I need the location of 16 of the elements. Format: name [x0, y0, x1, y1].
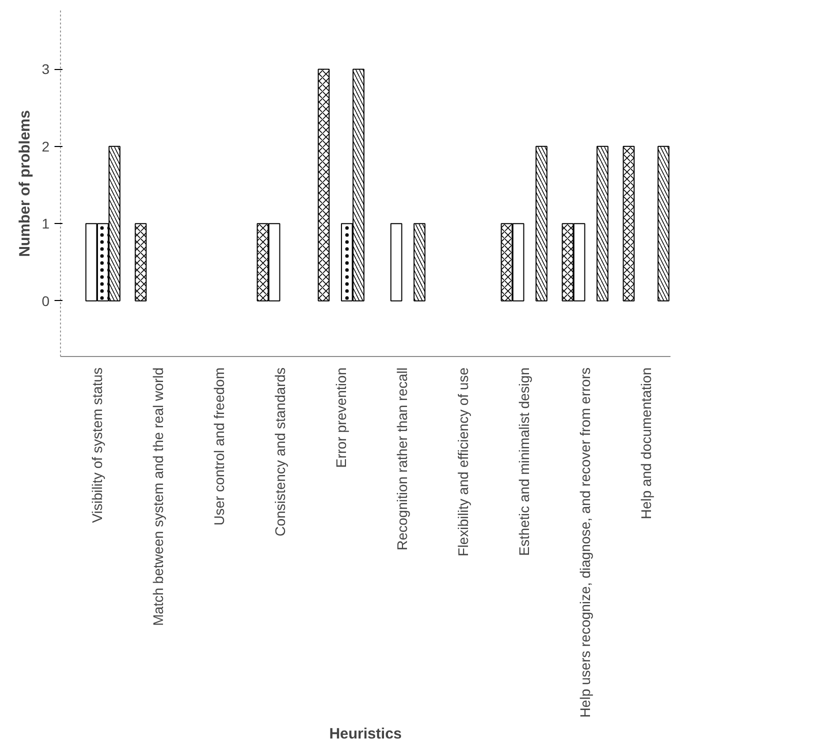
y-tick-label: 0 — [42, 292, 50, 309]
x-tick-label: Flexibility and efficiency of use — [455, 367, 472, 556]
x-tick-label: User control and freedom — [211, 367, 228, 526]
x-tick-label: Recognition rather than recall — [394, 367, 410, 550]
y-tick-label: 3 — [42, 61, 50, 78]
y-tick-label: 1 — [42, 216, 50, 232]
x-tick-label: Visibility of system status — [89, 367, 106, 523]
x-tick-label: Match between system and the real world — [150, 367, 166, 626]
x-tick-label: Consistency and standards — [272, 368, 288, 536]
x-tick-label: Esthetic and minimalist design — [516, 367, 532, 556]
x-tick-label: Help users recognize, diagnose, and recover from errors — [577, 367, 594, 718]
x-tick-label: Error prevention — [333, 367, 350, 468]
y-tick-label: 2 — [42, 138, 50, 154]
x-tick-label: Help and documentation — [638, 367, 654, 520]
y-axis-title: Number of problems — [16, 110, 34, 257]
x-axis-title: Heuristics — [329, 726, 402, 743]
